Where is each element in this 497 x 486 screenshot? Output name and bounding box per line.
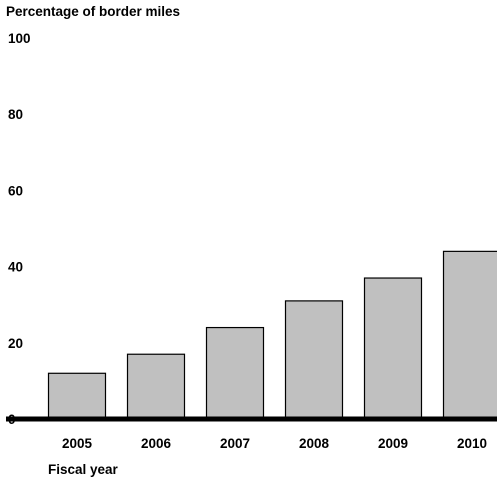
bar-2006 xyxy=(128,354,185,419)
x-tick-label-2005: 2005 xyxy=(62,436,93,451)
bar-2005 xyxy=(49,373,106,419)
y-tick-label-20: 20 xyxy=(8,336,23,351)
bar-2008 xyxy=(286,301,343,419)
y-tick-label-40: 40 xyxy=(8,260,23,275)
y-tick-label-100: 100 xyxy=(8,31,31,46)
bar-2009 xyxy=(365,278,422,419)
x-tick-label-2010: 2010 xyxy=(457,436,487,451)
bars xyxy=(49,251,497,419)
bar-2010 xyxy=(444,251,497,419)
x-tick-label-2006: 2006 xyxy=(141,436,172,451)
x-tick-label-2008: 2008 xyxy=(299,436,330,451)
bar-2007 xyxy=(207,328,264,419)
x-tick-label-2009: 2009 xyxy=(378,436,408,451)
y-axis-title: Percentage of border miles xyxy=(6,4,180,19)
x-tick-label-2007: 2007 xyxy=(220,436,250,451)
y-tick-labels: 020406080100 xyxy=(8,31,31,427)
y-tick-label-80: 80 xyxy=(8,107,23,122)
x-tick-labels: 2005 2006 2007 2008 2009 2010 xyxy=(62,436,487,451)
x-axis-title: Fiscal year xyxy=(48,462,119,477)
y-tick-label-60: 60 xyxy=(8,183,23,198)
